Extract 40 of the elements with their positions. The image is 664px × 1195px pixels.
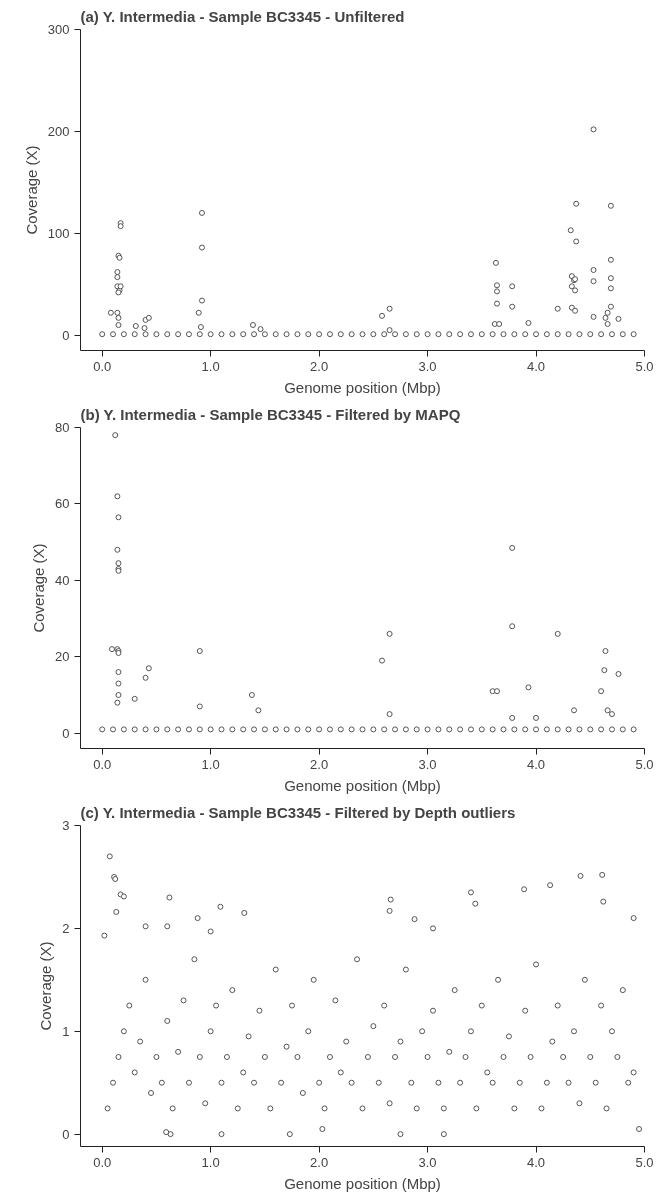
x-axis-title: Genome position (Mbp) [284, 776, 441, 794]
x-tick-label: 3.0 [418, 756, 437, 772]
x-tick-label: 5.0 [635, 358, 654, 374]
x-axis-title: Genome position (Mbp) [284, 1174, 441, 1192]
y-tick-label: 0 [62, 1126, 70, 1142]
y-tick-label: 40 [55, 572, 70, 588]
chart-title: (b) Y. Intermedia - Sample BC3345 - Filtered by MAPQ [80, 405, 461, 423]
x-tick-label: 1.0 [201, 756, 220, 772]
x-tick-label: 5.0 [635, 756, 654, 772]
x-tick-label: 4.0 [527, 358, 546, 374]
x-tick-label: 1.0 [201, 1154, 220, 1170]
y-tick-label: 1 [62, 1023, 70, 1039]
y-tick-label: 100 [47, 225, 70, 241]
x-tick-label: 0.0 [93, 1154, 112, 1170]
y-tick-label: 300 [47, 22, 70, 37]
y-tick-label: 60 [55, 496, 70, 512]
y-tick-label: 0 [62, 725, 70, 741]
x-tick-label: 2.0 [310, 1154, 329, 1170]
chart-title: (c) Y. Intermedia - Sample BC3345 - Filtered by Depth outliers [80, 803, 516, 821]
y-axis-title: Coverage (X) [30, 543, 48, 633]
x-tick-label: 1.0 [201, 358, 220, 374]
y-tick-label: 20 [55, 649, 70, 665]
x-tick-label: 0.0 [93, 358, 112, 374]
x-tick-label: 2.0 [310, 358, 329, 374]
x-axis-title: Genome position (Mbp) [284, 378, 441, 396]
y-axis-title: Coverage (X) [22, 145, 40, 235]
y-tick-label: 80 [55, 420, 70, 435]
x-tick-label: 4.0 [527, 756, 546, 772]
x-tick-label: 3.0 [418, 1154, 437, 1170]
y-axis-title: Coverage (X) [37, 941, 55, 1031]
x-tick-label: 4.0 [527, 1154, 546, 1170]
x-tick-label: 0.0 [93, 756, 112, 772]
y-tick-label: 200 [47, 123, 70, 139]
chart-title: (a) Y. Intermedia - Sample BC3345 - Unfiltered [80, 7, 405, 25]
x-tick-label: 2.0 [310, 756, 329, 772]
x-tick-label: 5.0 [635, 1154, 654, 1170]
x-tick-label: 3.0 [418, 358, 437, 374]
y-tick-label: 2 [62, 920, 70, 936]
y-tick-label: 0 [62, 327, 70, 343]
y-tick-label: 3 [62, 818, 70, 833]
